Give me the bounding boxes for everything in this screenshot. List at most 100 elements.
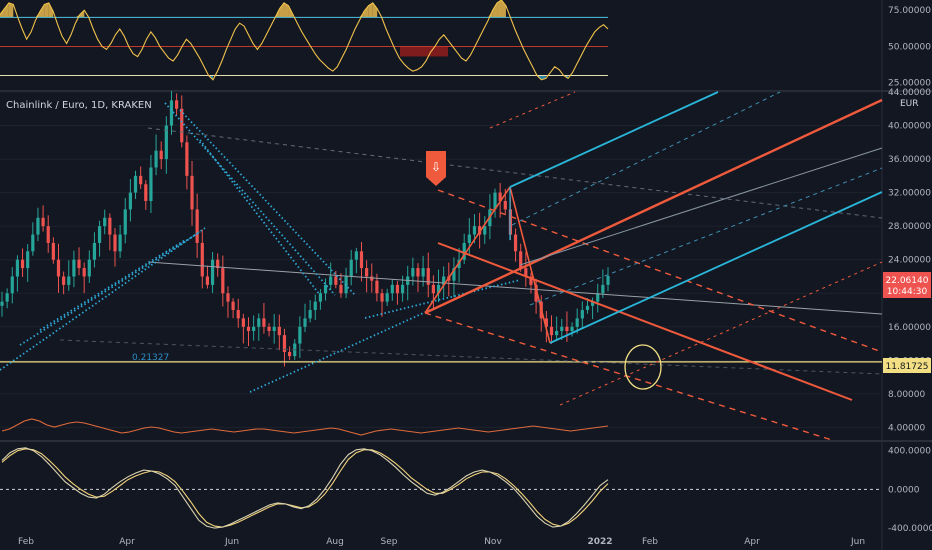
candle-body: [519, 251, 523, 269]
candle-body: [72, 259, 76, 277]
candle-body: [185, 142, 189, 176]
x-tick-label: Sep: [381, 537, 398, 547]
dotted-fan-line: [0, 227, 206, 371]
volatility-line: [1, 418, 609, 436]
candle-body: [580, 310, 584, 319]
last-price-value: 22.06140: [886, 276, 929, 286]
candle-body: [462, 242, 466, 260]
candle-body: [375, 280, 379, 294]
candle-body: [503, 201, 507, 210]
x-tick-label: Aug: [326, 537, 344, 547]
pitchfork-red-dash-2: [424, 312, 833, 441]
candle-body: [370, 276, 374, 281]
symbol-title[interactable]: Chainlink / Euro, 1D, KRAKEN: [6, 100, 152, 111]
rsi-highlight-box: [400, 46, 448, 57]
candle-body: [267, 326, 271, 331]
candle-body: [421, 268, 425, 277]
candle-body: [478, 226, 482, 235]
candle-body: [236, 310, 240, 319]
candle-body: [339, 284, 343, 294]
stoch-tick-label: 0.0000: [888, 485, 920, 495]
rsi-overbought-fill: [4, 2, 9, 18]
candle-body: [113, 234, 117, 252]
rsi-overbought-fill: [8, 2, 14, 18]
candle-body: [164, 125, 168, 160]
arrow-marker[interactable]: ⇩: [426, 151, 446, 186]
x-tick-label: Nov: [484, 537, 502, 547]
countdown-value: 10:44:30: [887, 287, 928, 297]
candle-body: [416, 268, 420, 277]
candle-body: [159, 150, 163, 160]
dotted-fan-line: [249, 309, 431, 393]
rsi-panel[interactable]: [0, 0, 609, 81]
rsi-overbought-fill: [372, 2, 378, 18]
candle-body: [231, 301, 235, 311]
stoch-tick-label: -400.0000: [888, 524, 932, 534]
rsi-overbought-fill: [488, 10, 493, 18]
rsi-overbought-fill: [497, 0, 502, 18]
pitchfork-cyan-lower: [549, 191, 883, 344]
pitchfork-cyan-dash-2: [529, 167, 883, 306]
x-tick-label: Jun: [224, 537, 239, 547]
last-price-badge: 22.06140 10:44:30: [883, 272, 931, 298]
stochastic-panel[interactable]: [0, 447, 882, 529]
candle-body: [190, 175, 194, 210]
candle-body: [575, 318, 579, 327]
target-circle: [624, 344, 662, 390]
dotted-fan-line: [364, 279, 521, 319]
candle-body: [77, 259, 81, 269]
rsi-overbought-fill: [48, 2, 54, 18]
rsi-overbought-fill: [44, 2, 49, 18]
candle-body: [442, 276, 446, 285]
trendline-dashed-upper: [147, 127, 883, 219]
candle-body: [195, 209, 199, 243]
rsi-overbought-fill: [35, 11, 40, 18]
candle-body: [303, 318, 307, 327]
pitchfork-red-outer-top: [489, 91, 576, 129]
candle-body: [257, 318, 261, 327]
candle-body: [200, 242, 204, 277]
candle-body: [0, 301, 4, 306]
candle-body: [570, 326, 574, 331]
candle-body: [262, 318, 266, 327]
rsi-tick-label: 75.00000: [888, 6, 931, 16]
x-tick-label: Feb: [18, 537, 34, 547]
candle-body: [210, 259, 215, 285]
candle-body: [400, 284, 405, 294]
dotted-fan-line: [179, 109, 356, 296]
candle-body: [103, 217, 107, 227]
candle-body: [601, 284, 605, 294]
candle-body: [524, 268, 528, 277]
candle-body: [133, 175, 138, 193]
candle-body: [56, 259, 61, 277]
trendline-gray: [147, 261, 883, 315]
dotted-fan-line: [199, 139, 321, 296]
volatility-indicator: [1, 418, 609, 436]
candle-body: [246, 326, 251, 331]
candle-body: [144, 184, 148, 202]
price-tick-label: 28.00000: [888, 222, 931, 232]
price-tick-label: 4.00000: [888, 423, 925, 433]
candle-body: [92, 242, 97, 260]
horizontal-line-value: 11.81725: [886, 362, 929, 372]
candle-body: [483, 226, 487, 235]
candle-body: [36, 217, 40, 235]
rsi-tick-label: 50.00000: [888, 42, 931, 52]
candle-body: [298, 326, 302, 344]
candle-body: [493, 192, 497, 210]
candle-body: [139, 175, 143, 185]
currency-label: EUR: [900, 99, 919, 109]
candle-body: [596, 293, 600, 302]
candle-body: [467, 234, 471, 243]
candle-body: [180, 108, 184, 143]
drawing-layer[interactable]: [0, 91, 883, 441]
candle-body: [205, 276, 210, 285]
candle-body: [549, 326, 554, 336]
candle-body: [431, 284, 435, 294]
candle-body: [123, 209, 127, 235]
candle-body: [452, 268, 456, 281]
candle-body: [41, 217, 45, 227]
candle-body: [154, 150, 158, 168]
